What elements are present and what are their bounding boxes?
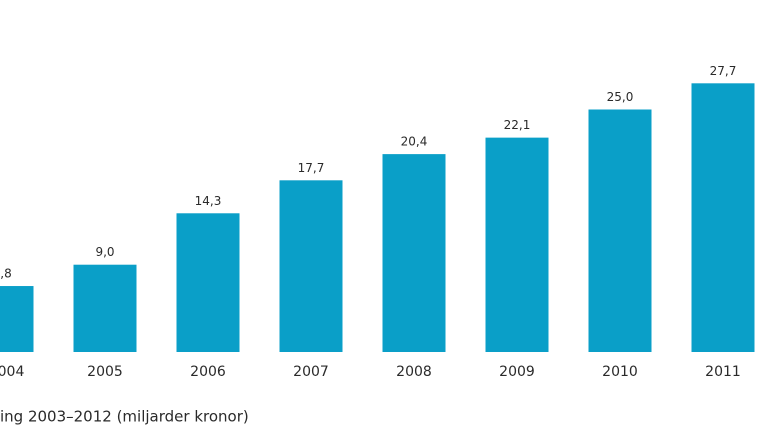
bar [588,109,652,352]
value-label: 27,7 [710,64,737,78]
value-label: 14,3 [195,194,222,208]
x-tick-label: 2011 [705,364,741,380]
value-label: 20,4 [401,135,428,149]
bar [176,213,240,352]
value-label: 25,0 [607,90,634,104]
value-label: ,8 [0,267,11,281]
value-label: 22,1 [504,118,531,132]
bar [485,137,549,352]
bar [691,83,755,352]
bar [73,264,137,352]
x-tick-label: 2008 [396,364,432,380]
x-tick-label: 2009 [499,364,535,380]
bar [0,286,34,352]
bar [382,154,446,352]
value-label: 9,0 [95,245,114,259]
value-label: 17,7 [298,161,325,175]
bar [279,180,343,352]
caption: ing 2003–2012 (miljarder kronor) [0,408,249,426]
x-tick-label: 004 [0,364,24,380]
x-tick-label: 2006 [190,364,226,380]
x-tick-label: 2007 [293,364,329,380]
x-tick-label: 2005 [87,364,123,380]
x-tick-label: 2010 [602,364,638,380]
